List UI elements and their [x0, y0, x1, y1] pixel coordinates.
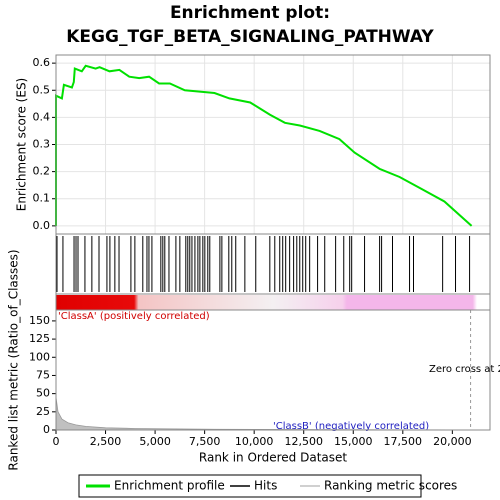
y-axis-label: Enrichment score (ES) [15, 78, 29, 211]
x-tick-label: 20,000 [433, 435, 472, 448]
annotation: Zero cross at 2 [429, 364, 500, 375]
x-tick-label: 0 [53, 435, 60, 448]
y-tick-label: 0.3 [33, 138, 51, 151]
enrichment-line [55, 64, 473, 227]
x-tick-label: 17,500 [384, 435, 423, 448]
chart-subtitle: KEGG_TGF_BETA_SIGNALING_PATHWAY [66, 27, 434, 47]
x-axis-label: Rank in Ordered Dataset [199, 451, 347, 465]
y-tick-label: 0.4 [33, 110, 51, 123]
annotation: 'ClassB' (negatively correlated) [273, 421, 429, 432]
x-tick-label: 10,000 [235, 435, 274, 448]
x-tick-label: 12,500 [284, 435, 323, 448]
plot-frame [55, 233, 491, 295]
chart-title: Enrichment plot: [170, 3, 330, 23]
y-tick-label: 125 [29, 332, 50, 345]
y-tick-label: 0.2 [33, 165, 51, 178]
color-bar [56, 295, 490, 310]
y-tick-label: 150 [29, 314, 50, 327]
y-tick-label: 50 [36, 387, 50, 400]
y-tick-label: 25 [36, 405, 50, 418]
x-tick-label: 7,500 [189, 435, 221, 448]
colorbar-frame [55, 293, 491, 311]
y-tick-label: 0.6 [33, 56, 51, 69]
plot-frame [55, 309, 491, 431]
y-tick-label: 100 [29, 350, 50, 363]
y-tick-label: 0.5 [33, 83, 51, 96]
y-tick-label: 0.0 [33, 219, 51, 232]
annotation: 'ClassA' (positively correlated) [58, 311, 210, 322]
x-tick-label: 5,000 [139, 435, 171, 448]
x-tick-label: 15,000 [334, 435, 373, 448]
y-tick-label: 75 [36, 368, 50, 381]
y-axis-label: Ranked list metric (Ratio_of_Classes) [7, 249, 21, 470]
x-tick-label: 2,500 [90, 435, 122, 448]
legend-label: Ranking metric scores [324, 479, 457, 493]
y-tick-label: 0 [43, 423, 50, 436]
y-tick-label: 0.1 [33, 192, 51, 205]
legend-label: Hits [254, 479, 277, 493]
legend-label: Enrichment profile [114, 479, 225, 493]
